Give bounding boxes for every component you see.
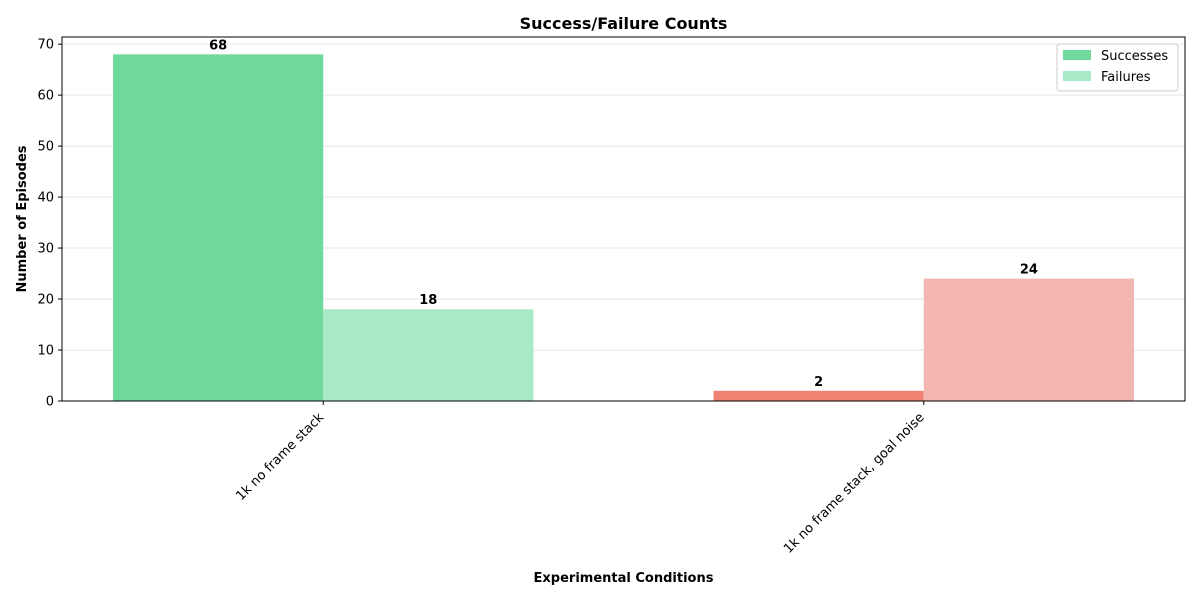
- data-label-failures-0: 18: [419, 293, 437, 308]
- bar-successes-1: [713, 390, 924, 401]
- y-axis-label: Number of Episodes: [15, 145, 30, 292]
- bar-failures-0: [323, 309, 534, 401]
- data-label-successes-0: 68: [209, 38, 227, 53]
- data-label-successes-1: 2: [814, 375, 823, 390]
- y-tick-label: 30: [37, 242, 54, 257]
- axes-frame: [61, 36, 1186, 402]
- data-label-failures-1: 24: [1020, 263, 1038, 278]
- legend-label-failures: Failures: [1101, 70, 1151, 85]
- x-tick-label: 1k no frame stack: [233, 410, 327, 504]
- x-axis-label: Experimental Conditions: [534, 571, 714, 586]
- bar-failures-1: [923, 278, 1134, 401]
- legend-swatch-successes: [1063, 50, 1091, 60]
- x-tick-label: 1k no frame stack, goal noise: [781, 410, 928, 557]
- y-tick-label: 60: [37, 89, 54, 104]
- y-tick-label: 70: [37, 38, 54, 53]
- data-labels: 68 18 2 24: [209, 38, 1038, 389]
- y-tick-label: 40: [37, 191, 54, 206]
- chart-title: Success/Failure Counts: [520, 14, 728, 33]
- y-axis-ticks: 0 10 20 30 40 50 60 70: [37, 38, 62, 410]
- y-tick-label: 50: [37, 140, 54, 155]
- bar-successes-0: [113, 54, 324, 401]
- legend: Successes Failures: [1056, 43, 1179, 92]
- y-tick-label: 20: [37, 293, 54, 308]
- y-tick-label: 10: [37, 344, 54, 359]
- legend-swatch-failures: [1063, 71, 1091, 81]
- legend-label-successes: Successes: [1101, 49, 1168, 64]
- bars: [113, 54, 1134, 401]
- y-tick-label: 0: [46, 395, 54, 410]
- x-axis-ticks: 1k no frame stack 1k no frame stack, goal…: [233, 401, 928, 557]
